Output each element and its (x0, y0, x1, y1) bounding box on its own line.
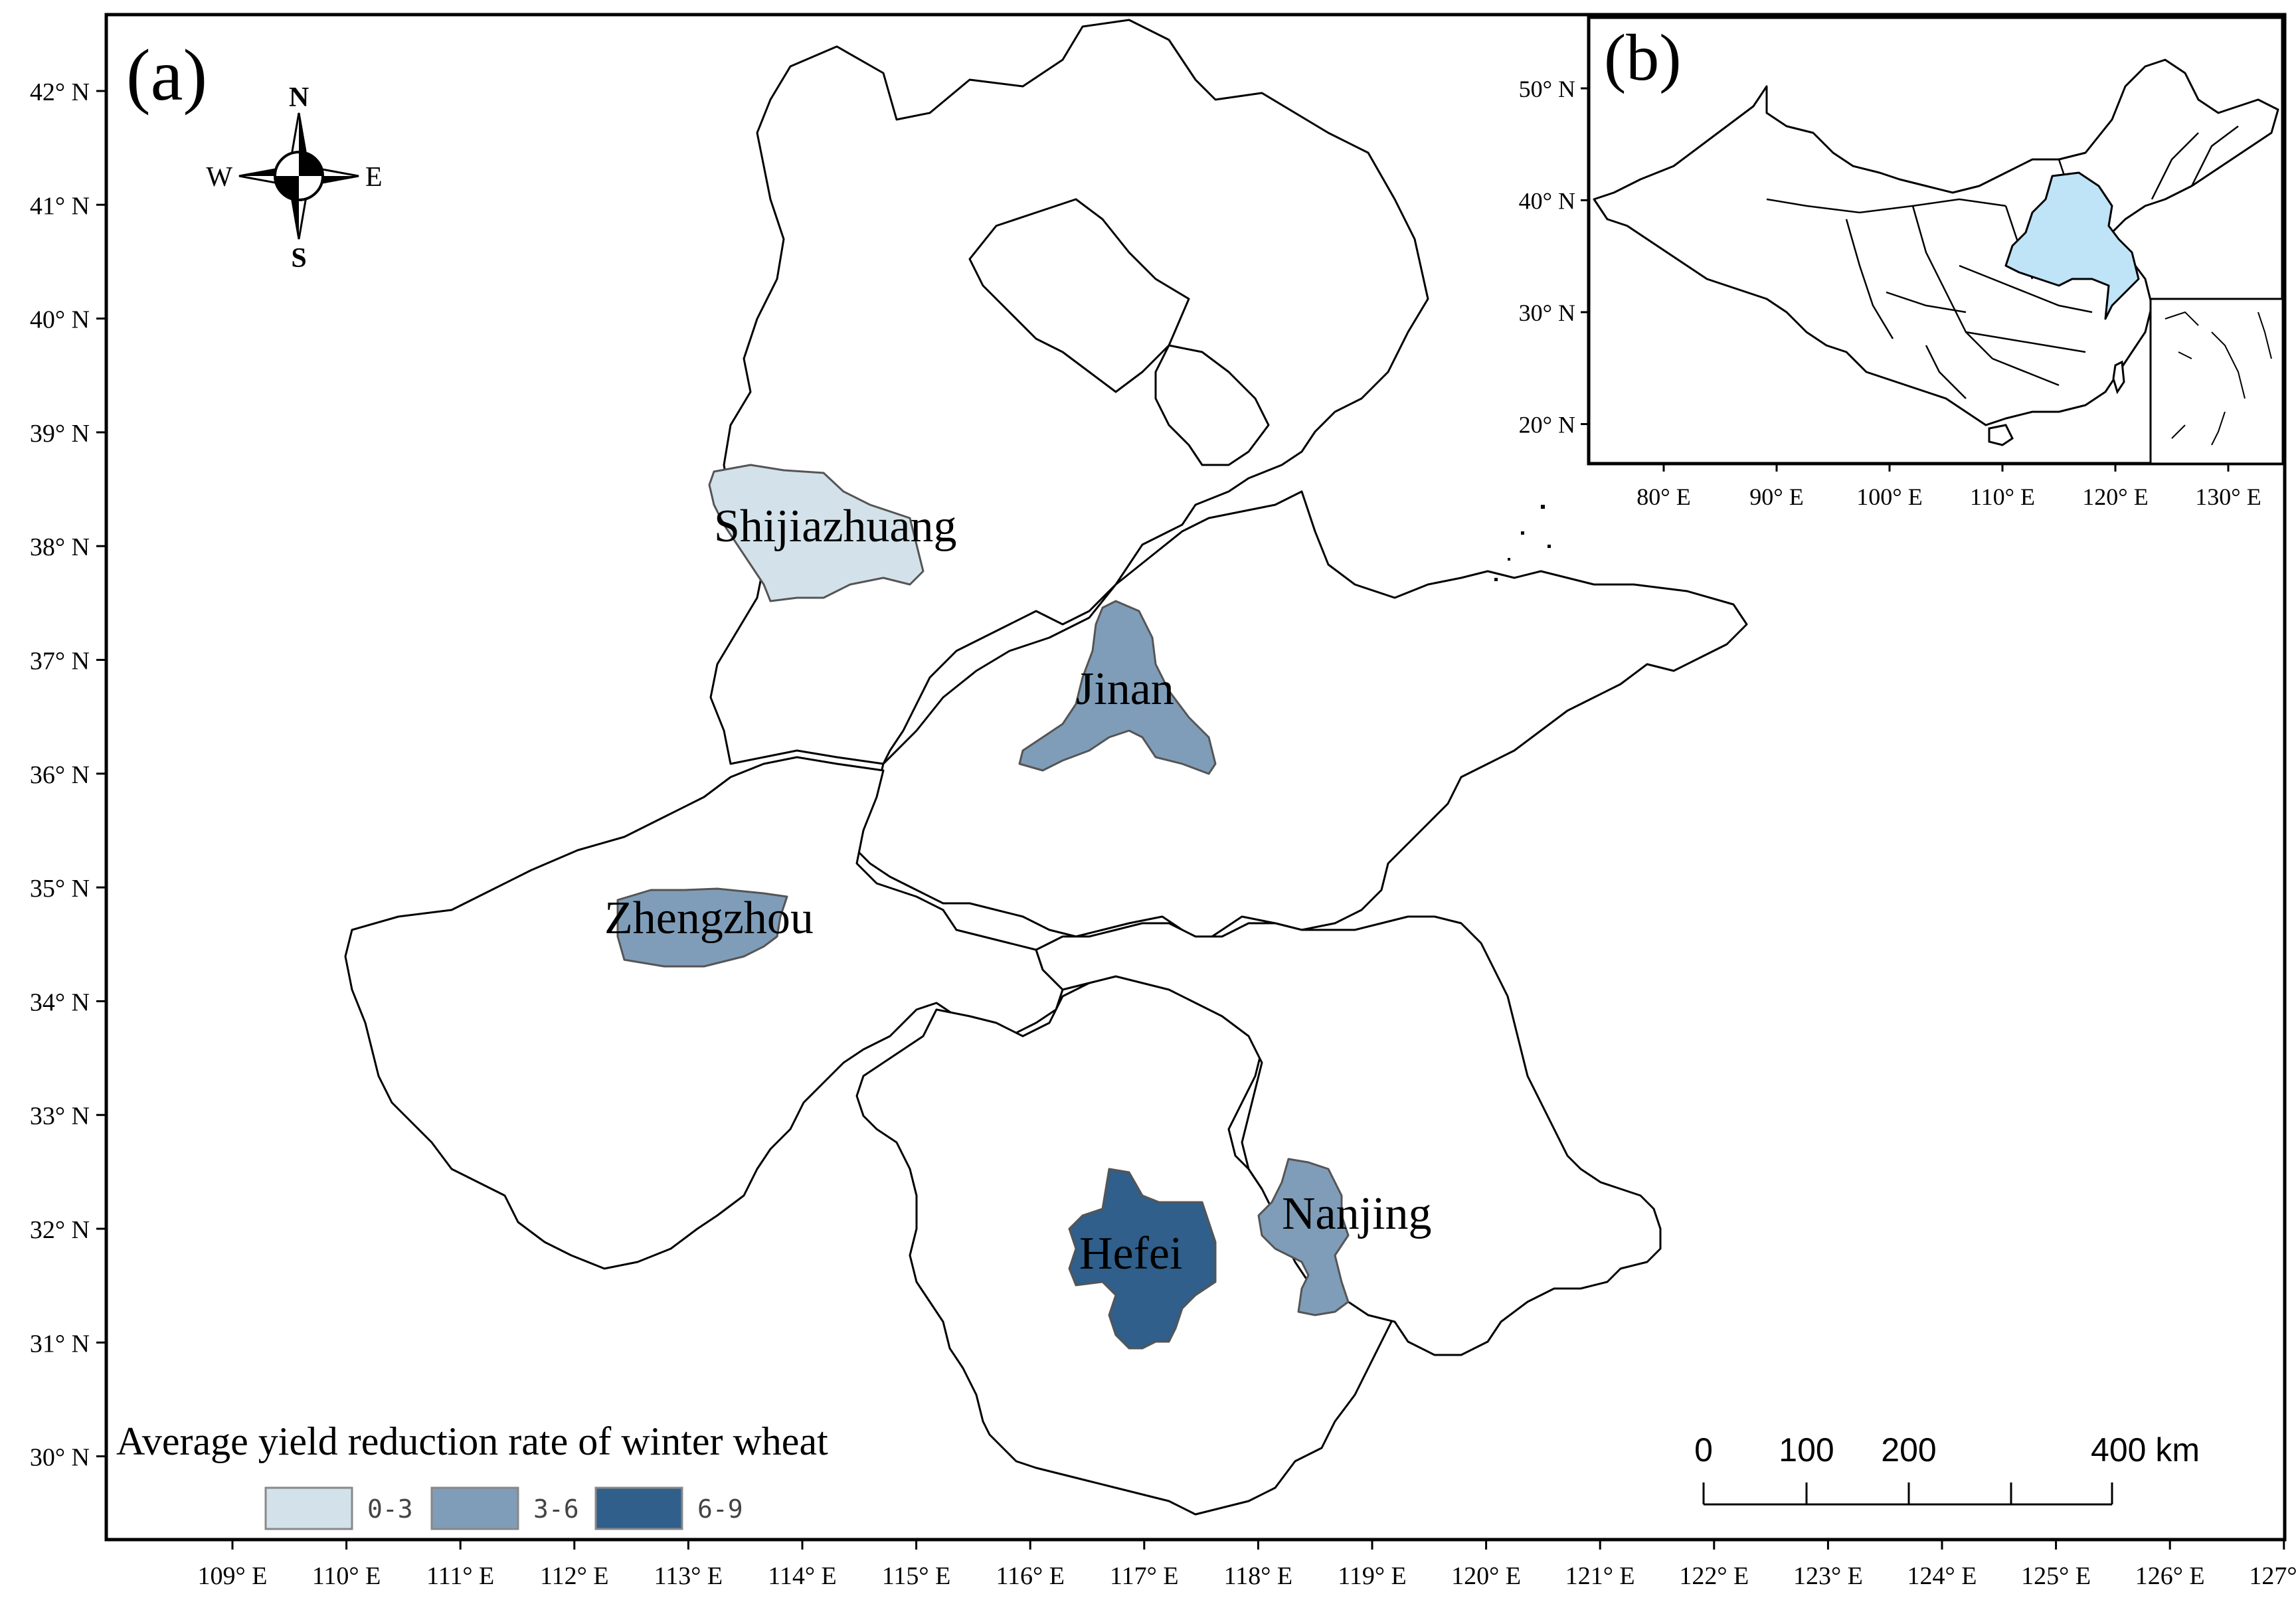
inset-lat-tick-label: 20° N (1519, 412, 1575, 438)
city-nanjing[interactable] (1257, 1158, 1350, 1316)
province-tianjin (1154, 344, 1270, 466)
inset-lat-tick-label: 30° N (1519, 300, 1575, 326)
inset-hainan (1988, 424, 2014, 446)
inset-sea-islands (2164, 311, 2272, 446)
province-henan (344, 756, 1064, 1270)
city-hefei[interactable] (1068, 1168, 1217, 1350)
lat-tick-label: 30° N (30, 1444, 90, 1472)
inset-taiwan (2112, 360, 2125, 395)
lon-tick-label: 124° E (1907, 1562, 1977, 1590)
inset-lon-tick-label: 110° E (1970, 484, 2035, 510)
lon-tick-label: 122° E (1679, 1562, 1749, 1590)
panel-label-b: (b) (1604, 21, 1682, 94)
city-jinan[interactable] (1018, 600, 1217, 775)
lon-tick-label: 111° E (426, 1562, 494, 1590)
lon-tick-label: 117° E (1110, 1562, 1179, 1590)
north-arrow-icon: N S E W (206, 82, 382, 274)
compass-n: N (289, 82, 309, 113)
lat-tick-label: 41° N (30, 192, 90, 220)
lon-tick-label: 121° E (1565, 1562, 1635, 1590)
lon-tick-label: 113° E (654, 1562, 723, 1590)
scale-label-0: 0 (1694, 1431, 1713, 1469)
province-outlines (344, 19, 1748, 1516)
city-zhengzhou[interactable] (616, 887, 788, 968)
lon-tick-label: 110° E (312, 1562, 381, 1590)
lat-tick-label: 35° N (30, 875, 90, 903)
longitude-axis: 109° E 110° E 111° E 112° E 113° E 114° E 115°… (198, 1540, 2296, 1590)
legend: Average yield reduction rate of winter w… (116, 1419, 828, 1530)
lat-tick-label: 38° N (30, 533, 90, 561)
legend-swatch-3-6 (430, 1486, 519, 1530)
city-shijiazhuang[interactable] (708, 464, 925, 602)
lat-tick-label: 42° N (30, 78, 90, 106)
inset-lon-tick-label: 120° E (2082, 484, 2148, 510)
city-label-shijiazhuang: Shijiazhuang (714, 501, 956, 552)
inset-lon-axis: 80° E 90° E 100° E 110° E 120° E 130° E (1636, 464, 2261, 510)
city-labels: Shijiazhuang Jinan Zhengzhou Hefei Nanji… (604, 501, 1432, 1279)
island-dots (1494, 505, 1551, 581)
inset-lat-axis: 50° N 40° N 30° N 20° N (1519, 76, 1589, 438)
scale-label-200: 200 (1881, 1431, 1936, 1469)
province-beijing (968, 198, 1190, 393)
city-label-zhengzhou: Zhengzhou (604, 893, 814, 944)
legend-title: Average yield reduction rate of winter w… (116, 1419, 828, 1463)
lon-tick-label: 123° E (1793, 1562, 1863, 1590)
lon-tick-label: 112° E (540, 1562, 609, 1590)
lon-tick-label: 120° E (1451, 1562, 1521, 1590)
lat-tick-label: 34° N (30, 988, 90, 1016)
latitude-axis: 42° N 41° N 40° N 39° N 38° N 37° N 36° N 35° N… (30, 78, 106, 1472)
legend-swatch-0-3 (264, 1486, 353, 1530)
lon-tick-label: 118° E (1224, 1562, 1293, 1590)
lon-tick-label: 116° E (996, 1562, 1065, 1590)
inset-lat-tick-label: 50° N (1519, 76, 1575, 102)
lon-tick-label: 109° E (198, 1562, 268, 1590)
lat-tick-label: 31° N (30, 1330, 90, 1358)
inset-south-china-sea-box (2149, 298, 2284, 465)
lat-tick-label: 40° N (30, 306, 90, 334)
main-map-frame (104, 13, 2287, 1542)
legend-swatch-6-9 (594, 1486, 683, 1530)
city-label-hefei: Hefei (1079, 1228, 1182, 1279)
scale-bar (1702, 1482, 2113, 1506)
scale-bar-labels: 0 100 200 400 km (1694, 1431, 2200, 1469)
inset-lon-tick-label: 80° E (1636, 484, 1690, 510)
inset-lon-tick-label: 100° E (1856, 484, 1922, 510)
city-label-nanjing: Nanjing (1282, 1188, 1432, 1239)
city-polygons (616, 464, 1350, 1350)
inset-lon-tick-label: 90° E (1749, 484, 1803, 510)
lat-tick-label: 36° N (30, 761, 90, 789)
lat-tick-label: 37° N (30, 648, 90, 675)
lat-tick-label: 33° N (30, 1103, 90, 1130)
lon-tick-label: 115° E (882, 1562, 951, 1590)
compass-e: E (365, 162, 383, 193)
inset-study-area-highlight (2004, 171, 2140, 320)
inset-map: (b) 50° N 40° N 30° N 20° N 80° E 90° E 100° … (1519, 15, 2285, 510)
legend-label-0-3: 0-3 (367, 1494, 413, 1524)
lon-tick-label: 125° E (2021, 1562, 2091, 1590)
inset-lon-tick-label: 130° E (2195, 484, 2261, 510)
panel-label-a: (a) (126, 35, 207, 116)
lon-tick-label: 127° E (2249, 1562, 2296, 1590)
province-shandong (855, 490, 1748, 944)
legend-label-6-9: 6-9 (697, 1494, 743, 1524)
inset-lat-tick-label: 40° N (1519, 188, 1575, 215)
scale-label-400: 400 km (2091, 1431, 2200, 1469)
compass-s: S (291, 243, 306, 274)
lat-tick-label: 32° N (30, 1216, 90, 1244)
city-label-jinan: Jinan (1076, 664, 1174, 715)
lon-tick-label: 119° E (1338, 1562, 1407, 1590)
lon-tick-label: 114° E (768, 1562, 837, 1590)
compass-w: W (206, 162, 232, 193)
province-jiangsu (1035, 915, 1662, 1356)
legend-label-3-6: 3-6 (533, 1494, 579, 1524)
lon-tick-label: 126° E (2135, 1562, 2205, 1590)
lat-tick-label: 39° N (30, 420, 90, 448)
scale-label-100: 100 (1779, 1431, 1834, 1469)
